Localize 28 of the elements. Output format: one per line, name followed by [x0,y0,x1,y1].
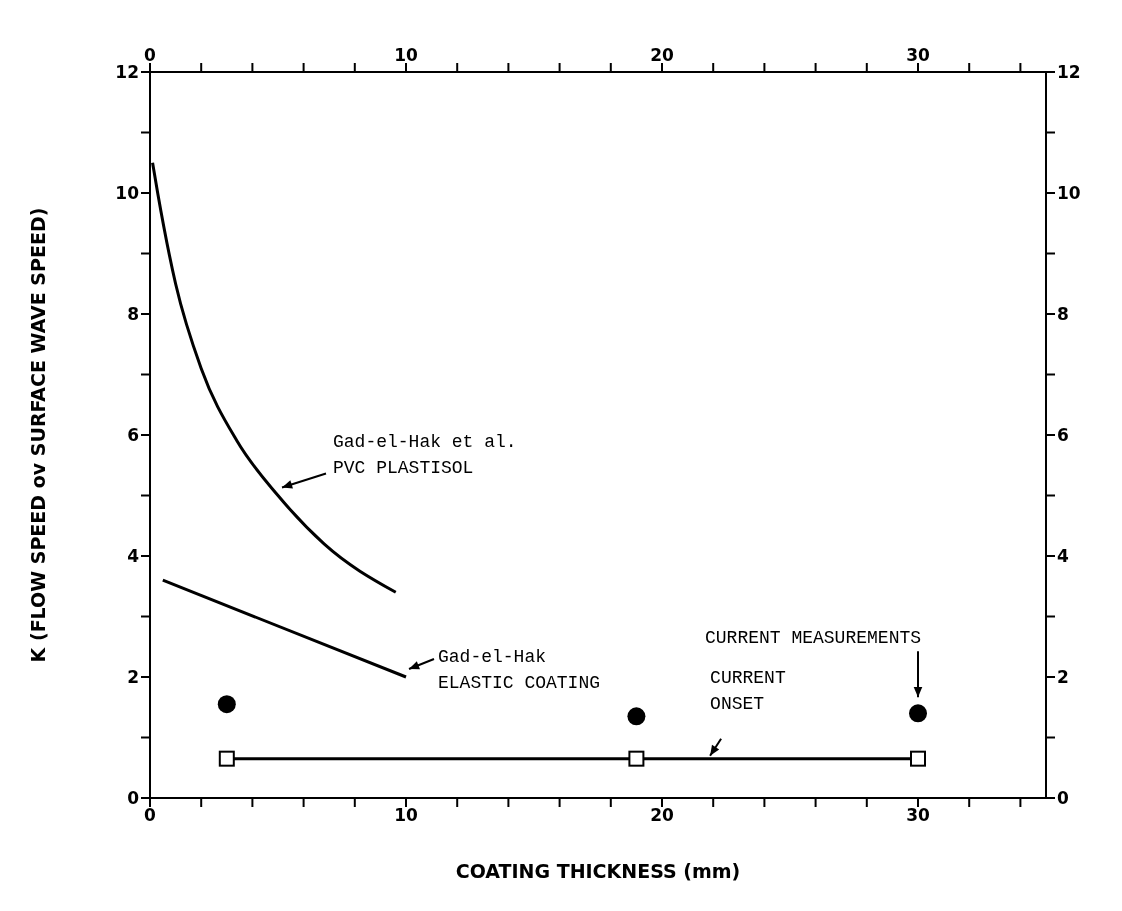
y-tick-label: 6 [127,425,139,446]
x-tick-label: 10 [394,805,418,826]
y2-tick-label: 8 [1057,304,1069,325]
x-tick-label: 0 [144,805,157,826]
y2-tick-label: 6 [1057,425,1069,446]
y-tick-label: 10 [115,183,140,204]
annotation: CURRENT MEASUREMENTS [705,628,922,649]
x-axis-title: COATING THICKNESS (mm) [455,860,741,882]
y2-tick-label: 0 [1057,788,1069,809]
y-tick-label: 8 [127,304,139,325]
x-tick-label: 20 [650,805,674,826]
y-tick-label: 4 [127,546,140,567]
x2-tick-label: 10 [394,45,418,65]
x2-tick-label: 30 [906,45,930,65]
annotation: Gad-el-Hak ELASTIC COATING [438,646,601,693]
x2-tick-label: 20 [650,45,674,65]
x2-tick-label: 0 [144,45,157,65]
y-tick-label: 2 [127,667,139,688]
x-tick-label: 30 [906,805,930,826]
y2-tick-label: 4 [1057,546,1069,567]
y-axis-title: K (FLOW SPEED ov SURFACE WAVE SPEED) [26,207,49,663]
y-tick-label: 0 [127,788,140,809]
annotation: Gad-el-Hak et al. PVC PLASTISOL [333,432,517,479]
y2-tick-label: 2 [1057,667,1069,688]
y2-tick-label: 10 [1057,183,1081,204]
y2-tick-label: 12 [1057,62,1081,83]
y-tick-label: 12 [115,62,139,83]
annotation: CURRENT ONSET [710,667,786,714]
